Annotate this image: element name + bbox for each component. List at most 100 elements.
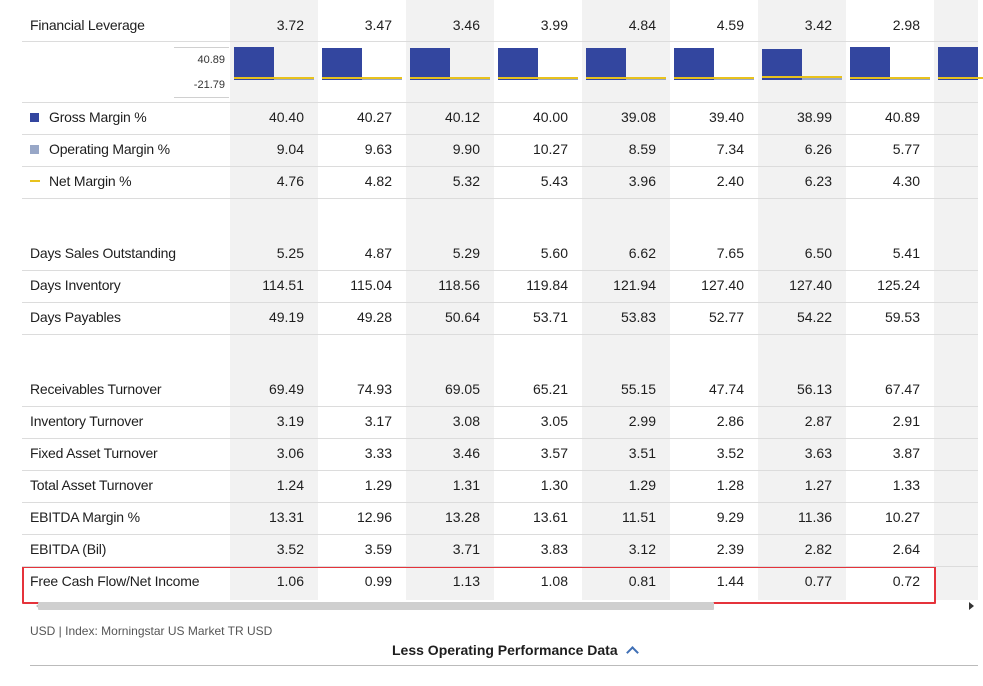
currency-index-note: USD | Index: Morningstar US Market TR US…: [30, 624, 273, 638]
table-cell: 3.12: [628, 541, 656, 557]
gross-margin-bar: [938, 47, 978, 80]
table-cell: 3.42: [804, 17, 832, 33]
row-label-text: Days Inventory: [30, 277, 121, 293]
table-cell: 1.33: [892, 477, 920, 493]
table-row: Days Payables 49.19 49.28 50.64 53.71 53.83 52…: [22, 302, 978, 333]
table-cell: 5.25: [276, 245, 304, 261]
net-margin-line: [322, 77, 402, 79]
row-label-text: Financial Leverage: [30, 17, 145, 33]
table-cell: 5.29: [452, 245, 480, 261]
table-cell: 9.63: [364, 141, 392, 157]
column-stripe: [582, 0, 670, 600]
table-cell: 3.05: [540, 413, 568, 429]
table-cell: 3.08: [452, 413, 480, 429]
table-cell: 2.40: [716, 173, 744, 189]
table-cell: 9.04: [276, 141, 304, 157]
table-cell: 6.62: [628, 245, 656, 261]
net-margin-line: [938, 77, 983, 79]
gross-margin-bar: [674, 48, 714, 80]
table-cell: 4.76: [276, 173, 304, 189]
table-cell: 1.13: [452, 573, 480, 589]
net-margin-line: [850, 77, 930, 79]
margin-bar-group: [498, 47, 578, 80]
gross-margin-bar: [498, 48, 538, 80]
table-cell: 1.24: [276, 477, 304, 493]
row-divider: [22, 41, 978, 42]
net-margin-line: [674, 77, 754, 79]
table-cell: 8.59: [628, 141, 656, 157]
table-cell: 2.86: [716, 413, 744, 429]
net-margin-line: [234, 77, 314, 79]
row-label-text: Free Cash Flow/Net Income: [30, 573, 200, 589]
table-cell: 3.52: [276, 541, 304, 557]
table-cell: 3.87: [892, 445, 920, 461]
scroll-thumb[interactable]: [38, 602, 714, 610]
table-cell: 4.59: [716, 17, 744, 33]
gross-margin-legend-icon: [30, 113, 39, 122]
gross-margin-bar: [586, 48, 626, 80]
row-label: Days Inventory: [30, 270, 121, 301]
table-cell: 40.12: [444, 109, 480, 125]
row-label-text: Receivables Turnover: [30, 381, 162, 397]
table-cell: 0.99: [364, 573, 392, 589]
table-cell: 11.36: [798, 509, 832, 525]
gross-margin-bar: [762, 49, 802, 80]
horizontal-scrollbar[interactable]: [22, 600, 978, 612]
row-label: Total Asset Turnover: [30, 470, 153, 501]
table-cell: 49.28: [356, 309, 392, 325]
column-stripe: [230, 0, 318, 600]
row-label: EBITDA Margin %: [30, 502, 140, 533]
less-operating-data-toggle[interactable]: Less Operating Performance Data: [392, 642, 639, 659]
table-cell: 3.46: [452, 17, 480, 33]
table-cell: 2.39: [716, 541, 744, 557]
toggle-label: Less Operating Performance Data: [392, 642, 618, 658]
row-label: Financial Leverage: [30, 10, 145, 41]
table-cell: 65.21: [532, 381, 568, 397]
table-cell: 2.91: [892, 413, 920, 429]
table-cell: 1.27: [804, 477, 832, 493]
table-cell: 59.53: [884, 309, 920, 325]
table-cell: 67.47: [884, 381, 920, 397]
net-margin-line: [498, 77, 578, 79]
row-label: Days Payables: [30, 302, 121, 333]
table-cell: 5.32: [452, 173, 480, 189]
table-cell: 1.44: [716, 573, 744, 589]
net-margin-line: [410, 77, 490, 79]
table-cell: 5.41: [892, 245, 920, 261]
net-margin-line: [586, 77, 666, 79]
table-cell: 52.77: [708, 309, 744, 325]
table-cell: 4.87: [364, 245, 392, 261]
row-label: Inventory Turnover: [30, 406, 143, 437]
row-label-text: Days Sales Outstanding: [30, 245, 176, 261]
scroll-right-icon[interactable]: [969, 602, 974, 610]
table-cell: 5.43: [540, 173, 568, 189]
row-divider: [22, 406, 978, 407]
net-margin-line: [762, 76, 842, 78]
table-cell: 3.99: [540, 17, 568, 33]
table-cell: 38.99: [796, 109, 832, 125]
table-cell: 3.19: [276, 413, 304, 429]
row-divider: [22, 534, 978, 535]
divider: [30, 665, 978, 666]
table-cell: 3.72: [276, 17, 304, 33]
margin-bar-group: [938, 47, 983, 80]
gross-margin-bar: [850, 47, 890, 80]
net-margin-legend-icon: [30, 180, 40, 182]
table-cell: 10.27: [884, 509, 920, 525]
table-cell: 121.94: [613, 277, 656, 293]
table-cell: 3.46: [452, 445, 480, 461]
table-cell: 39.40: [708, 109, 744, 125]
column-stripe: [758, 0, 846, 600]
table-cell: 74.93: [356, 381, 392, 397]
table-row: Gross Margin % 40.40 40.27 40.12 40.00 39.08 3…: [22, 102, 978, 133]
table-cell: 1.31: [452, 477, 480, 493]
row-label-text: Fixed Asset Turnover: [30, 445, 158, 461]
table-cell: 4.30: [892, 173, 920, 189]
table-cell: 53.71: [532, 309, 568, 325]
table-cell: 5.77: [892, 141, 920, 157]
table-cell: 0.81: [628, 573, 656, 589]
table-cell: 3.63: [804, 445, 832, 461]
table-cell: 127.40: [701, 277, 744, 293]
table-cell: 40.27: [356, 109, 392, 125]
table-cell: 3.06: [276, 445, 304, 461]
